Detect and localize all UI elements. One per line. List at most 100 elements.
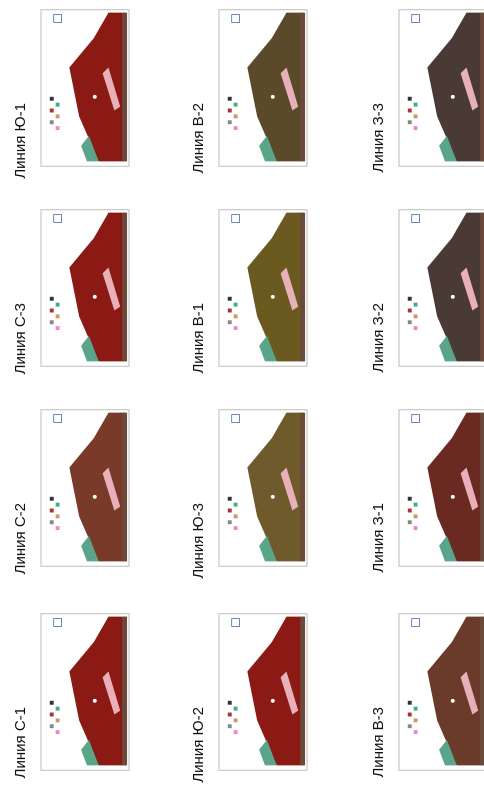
legend-swatch — [50, 509, 54, 513]
section-thumbnail — [40, 208, 130, 368]
legend-swatch — [228, 724, 232, 728]
page: Линия С-1Линия С-2Линия С-3Линия Ю-1Лини… — [0, 0, 484, 806]
legend-swatch — [408, 713, 412, 717]
legend-swatch — [50, 120, 54, 124]
legend-swatch — [414, 718, 418, 722]
marker — [451, 699, 455, 703]
panel-label: Линия В-3 — [370, 707, 387, 778]
legend-swatch — [228, 120, 232, 124]
section-base — [480, 213, 484, 362]
section-thumbnail — [218, 408, 308, 568]
legend-swatch — [408, 701, 412, 705]
legend-swatch — [56, 718, 60, 722]
panel-label: Линия В-1 — [190, 303, 207, 374]
legend-swatch — [234, 114, 238, 118]
legend-swatch — [50, 97, 54, 101]
panel-label: Линия З-3 — [370, 103, 387, 173]
legend-swatch — [408, 109, 412, 113]
marker — [93, 699, 97, 703]
section-base — [122, 413, 127, 562]
section-base — [480, 617, 484, 766]
marker — [271, 95, 275, 99]
legend-swatch — [234, 303, 238, 307]
section-base — [300, 13, 305, 162]
legend-swatch — [414, 114, 418, 118]
marker — [93, 95, 97, 99]
legend-swatch — [228, 309, 232, 313]
legend-swatch — [234, 730, 238, 734]
marker — [271, 699, 275, 703]
panel-label: Линия Ю-2 — [190, 707, 207, 783]
legend-swatch — [56, 126, 60, 130]
marker — [271, 495, 275, 499]
section-base — [122, 617, 127, 766]
legend-swatch — [414, 514, 418, 518]
legend-swatch — [414, 126, 418, 130]
legend-swatch — [414, 314, 418, 318]
legend-swatch — [56, 514, 60, 518]
section-thumbnail — [398, 208, 484, 368]
legend-swatch — [228, 520, 232, 524]
legend-swatch — [228, 701, 232, 705]
legend-swatch — [414, 103, 418, 107]
section-thumbnail — [398, 8, 484, 168]
legend-swatch — [228, 320, 232, 324]
section-base — [300, 413, 305, 562]
legend-swatch — [408, 297, 412, 301]
legend-swatch — [228, 497, 232, 501]
panel-label: Линия С-3 — [12, 303, 29, 374]
legend-swatch — [408, 509, 412, 513]
panel-label: Линия З-1 — [370, 503, 387, 573]
legend-swatch — [228, 509, 232, 513]
legend-swatch — [408, 497, 412, 501]
legend-swatch — [408, 320, 412, 324]
marker — [271, 295, 275, 299]
section-thumbnail — [398, 612, 484, 772]
legend-swatch — [234, 526, 238, 530]
panel-label: Линия С-2 — [12, 503, 29, 574]
panel-label: Линия Ю-3 — [190, 503, 207, 579]
legend-swatch — [234, 326, 238, 330]
legend-swatch — [234, 718, 238, 722]
legend-swatch — [56, 503, 60, 507]
legend-swatch — [56, 707, 60, 711]
legend-swatch — [56, 526, 60, 530]
legend-swatch — [50, 320, 54, 324]
legend-swatch — [234, 514, 238, 518]
section-base — [122, 213, 127, 362]
marker — [93, 495, 97, 499]
legend-swatch — [414, 707, 418, 711]
legend-swatch — [408, 309, 412, 313]
section-thumbnail — [218, 8, 308, 168]
legend-swatch — [50, 713, 54, 717]
legend-swatch — [50, 701, 54, 705]
legend-swatch — [414, 730, 418, 734]
legend-swatch — [50, 724, 54, 728]
panel-label: Линия С-1 — [12, 707, 29, 778]
legend-swatch — [50, 297, 54, 301]
legend-swatch — [228, 109, 232, 113]
legend-swatch — [234, 103, 238, 107]
legend-swatch — [56, 730, 60, 734]
legend-swatch — [56, 326, 60, 330]
legend-swatch — [228, 297, 232, 301]
marker — [93, 295, 97, 299]
legend-swatch — [56, 103, 60, 107]
legend-swatch — [56, 303, 60, 307]
section-base — [300, 617, 305, 766]
legend-swatch — [408, 120, 412, 124]
legend-swatch — [50, 109, 54, 113]
legend-swatch — [228, 713, 232, 717]
legend-swatch — [414, 526, 418, 530]
panel-label: Линия В-2 — [190, 103, 207, 174]
legend-swatch — [408, 520, 412, 524]
legend-swatch — [414, 303, 418, 307]
section-thumbnail — [40, 612, 130, 772]
section-base — [122, 13, 127, 162]
legend-swatch — [50, 497, 54, 501]
legend-swatch — [408, 97, 412, 101]
legend-swatch — [408, 724, 412, 728]
legend-swatch — [234, 126, 238, 130]
section-base — [300, 213, 305, 362]
legend-swatch — [56, 114, 60, 118]
